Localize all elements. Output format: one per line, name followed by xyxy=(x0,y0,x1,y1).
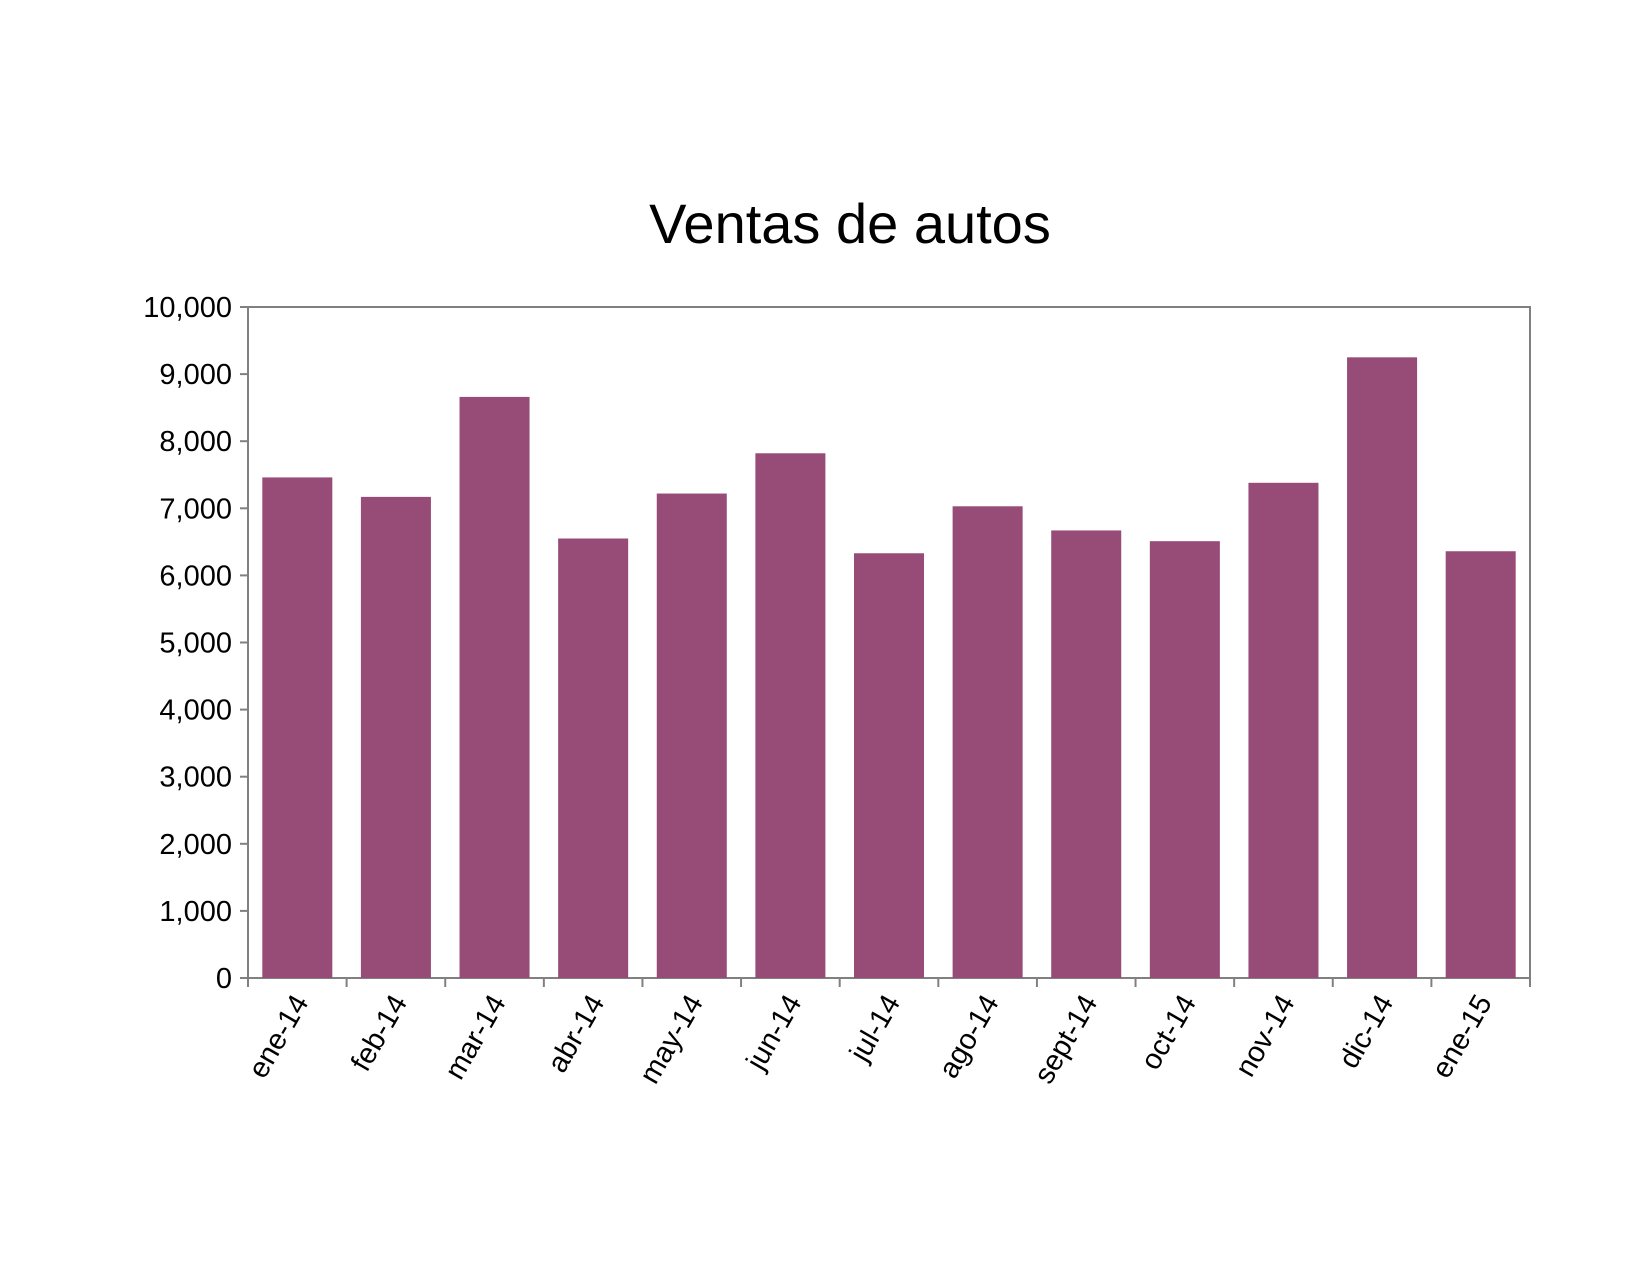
x-axis: ene-14 feb-14 mar-14 abr-14 may-14 jun-14 jul-… xyxy=(243,978,1531,1090)
bar-dic-14 xyxy=(1347,357,1418,978)
x-tick-label: nov-14 xyxy=(1229,989,1301,1082)
x-tick-label: ene-14 xyxy=(243,990,316,1084)
bar-abr-14 xyxy=(558,538,629,978)
bar-jun-14 xyxy=(755,453,826,978)
x-tick-label: ago-14 xyxy=(933,990,1006,1084)
y-tick-label: 6,000 xyxy=(159,560,232,592)
x-tick-label: may-14 xyxy=(634,990,710,1090)
bar-jul-14 xyxy=(853,553,925,978)
bar-oct-14 xyxy=(1149,541,1220,978)
y-tick-label: 3,000 xyxy=(159,762,232,794)
y-tick-label: 1,000 xyxy=(159,896,232,928)
x-tick-label: oct-14 xyxy=(1135,990,1203,1076)
bar-ene-14 xyxy=(262,477,333,978)
bar-mar-14 xyxy=(459,396,530,978)
y-tick-label: 4,000 xyxy=(159,695,232,727)
bar-nov-14 xyxy=(1248,482,1319,978)
x-tick-label: abr-14 xyxy=(542,989,612,1078)
x-tick-label: sept-14 xyxy=(1028,989,1104,1089)
bar-ene-15 xyxy=(1445,551,1516,978)
y-tick-label: 9,000 xyxy=(159,359,232,391)
y-tick-label: 7,000 xyxy=(159,493,232,525)
bar-ago-14 xyxy=(952,506,1023,978)
y-tick-label: 5,000 xyxy=(159,628,232,660)
bar-feb-14 xyxy=(360,496,431,978)
x-tick-label: mar-14 xyxy=(439,990,513,1086)
x-tick-label: feb-14 xyxy=(345,989,414,1076)
y-axis: 0 1,000 2,000 3,000 4,000 5,000 6,000 7,000 8,00… xyxy=(143,292,248,995)
y-tick-label: 0 xyxy=(216,963,232,995)
x-tick-label: dic-14 xyxy=(1333,990,1400,1074)
y-tick-label: 10,000 xyxy=(143,292,232,324)
bar-sept-14 xyxy=(1051,530,1122,978)
bars-group xyxy=(262,357,1516,978)
x-tick-label: ene-15 xyxy=(1426,989,1499,1083)
bar-may-14 xyxy=(656,493,727,978)
x-tick-label: jul-14 xyxy=(843,990,907,1068)
y-tick-label: 8,000 xyxy=(159,426,232,458)
y-tick-label: 2,000 xyxy=(159,829,232,861)
x-tick-label: jun-14 xyxy=(740,989,809,1076)
chart-title: Ventas de autos xyxy=(649,192,1051,255)
